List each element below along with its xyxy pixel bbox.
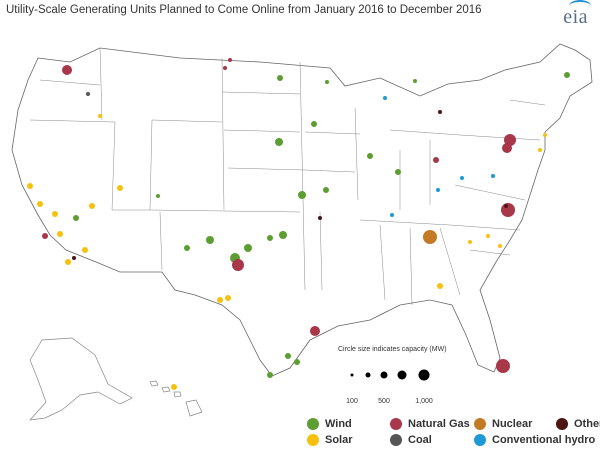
unit-natural-gas — [42, 233, 48, 239]
unit-natural-gas — [496, 359, 510, 373]
unit-wind — [323, 187, 329, 193]
legend-hydro: Conventional hydro — [474, 434, 595, 446]
unit-wind — [267, 235, 273, 241]
size-circle-300 — [365, 372, 371, 378]
unit-coal — [86, 92, 90, 96]
unit-wind — [244, 244, 252, 252]
unit-wind — [277, 75, 283, 81]
unit-nuclear — [423, 230, 437, 244]
unit-solar — [217, 297, 223, 303]
unit-solar — [52, 211, 58, 217]
legend-label: Wind — [325, 418, 352, 430]
unit-wind — [298, 191, 306, 199]
unit-wind — [367, 153, 373, 159]
legend-solar: Solar — [307, 434, 353, 446]
unit-solar — [57, 231, 63, 237]
legend-label: Natural Gas — [408, 418, 470, 430]
unit-hydro — [491, 174, 495, 178]
coal-swatch — [390, 434, 402, 446]
legend-label: Solar — [325, 434, 353, 446]
legend-other: Other — [556, 418, 600, 430]
legend-label: Nuclear — [492, 418, 533, 430]
size-legend-circles — [350, 369, 430, 381]
size-legend-title: Circle size indicates capacity (MW) — [338, 346, 447, 353]
unit-natural-gas — [62, 65, 72, 75]
unit-natural-gas — [223, 66, 227, 70]
unit-solar — [65, 259, 71, 265]
unit-natural-gas — [228, 58, 232, 62]
solar-swatch — [307, 434, 319, 446]
unit-solar — [498, 244, 502, 248]
unit-solar — [486, 234, 490, 238]
unit-solar — [98, 114, 102, 118]
hawaii-outline — [149, 380, 203, 417]
unit-solar — [543, 133, 547, 137]
unit-other — [438, 110, 442, 114]
unit-wind — [413, 79, 417, 83]
unit-solar — [27, 183, 33, 189]
unit-hydro — [390, 213, 394, 217]
unit-wind — [156, 194, 160, 198]
unit-hydro — [436, 188, 440, 192]
legend-nuclear: Nuclear — [474, 418, 532, 430]
unit-hydro — [383, 96, 387, 100]
unit-wind — [184, 245, 190, 251]
unit-wind — [395, 169, 401, 175]
unit-wind — [206, 236, 214, 244]
eia-logo: eia — [563, 0, 592, 29]
unit-natural-gas — [501, 203, 515, 217]
unit-wind — [285, 353, 291, 359]
unit-solar — [538, 148, 542, 152]
unit-natural-gas — [433, 157, 439, 163]
unit-solar — [171, 384, 177, 390]
unit-other — [318, 216, 322, 220]
hydro-swatch — [474, 434, 486, 446]
unit-other — [504, 204, 508, 208]
legend-coal: Coal — [390, 434, 432, 446]
legend-label: Conventional hydro — [492, 434, 596, 446]
size-circle-750 — [397, 370, 407, 380]
unit-solar — [82, 247, 88, 253]
unit-wind — [73, 215, 79, 221]
unit-natural-gas — [502, 143, 512, 153]
unit-solar — [225, 295, 231, 301]
other-swatch — [556, 418, 568, 430]
unit-solar — [437, 283, 443, 289]
unit-solar — [37, 201, 43, 207]
unit-other — [72, 256, 76, 260]
legend-wind: Wind — [307, 418, 352, 430]
unit-natural-gas — [310, 326, 320, 336]
size-label-1000: 1,000 — [415, 398, 433, 405]
unit-wind — [564, 72, 570, 78]
unit-solar — [117, 185, 123, 191]
nuclear-swatch — [474, 418, 486, 430]
unit-solar — [468, 240, 472, 244]
size-label-100: 100 — [346, 398, 358, 405]
state-boundaries — [29, 47, 546, 306]
natural-gas-swatch — [390, 418, 402, 430]
unit-wind — [294, 359, 300, 365]
wind-swatch — [307, 418, 319, 430]
size-circle-500 — [380, 371, 388, 379]
size-label-500: 500 — [378, 398, 390, 405]
size-circle-1000 — [418, 369, 430, 381]
unit-wind — [275, 138, 283, 146]
unit-wind — [279, 231, 287, 239]
unit-wind — [325, 80, 329, 84]
unit-wind — [267, 372, 273, 378]
size-circle-100 — [350, 373, 354, 377]
unit-wind — [311, 121, 317, 127]
alaska-outline — [29, 337, 133, 421]
unit-hydro — [460, 176, 464, 180]
map-title: Utility-Scale Generating Units Planned t… — [6, 4, 482, 16]
legend-label: Other — [574, 418, 600, 430]
unit-solar — [89, 203, 95, 209]
legend-label: Coal — [408, 434, 432, 446]
unit-natural-gas — [232, 259, 244, 271]
generating-units — [27, 58, 570, 390]
us-outline — [11, 43, 593, 377]
legend-natural-gas: Natural Gas — [390, 418, 470, 430]
